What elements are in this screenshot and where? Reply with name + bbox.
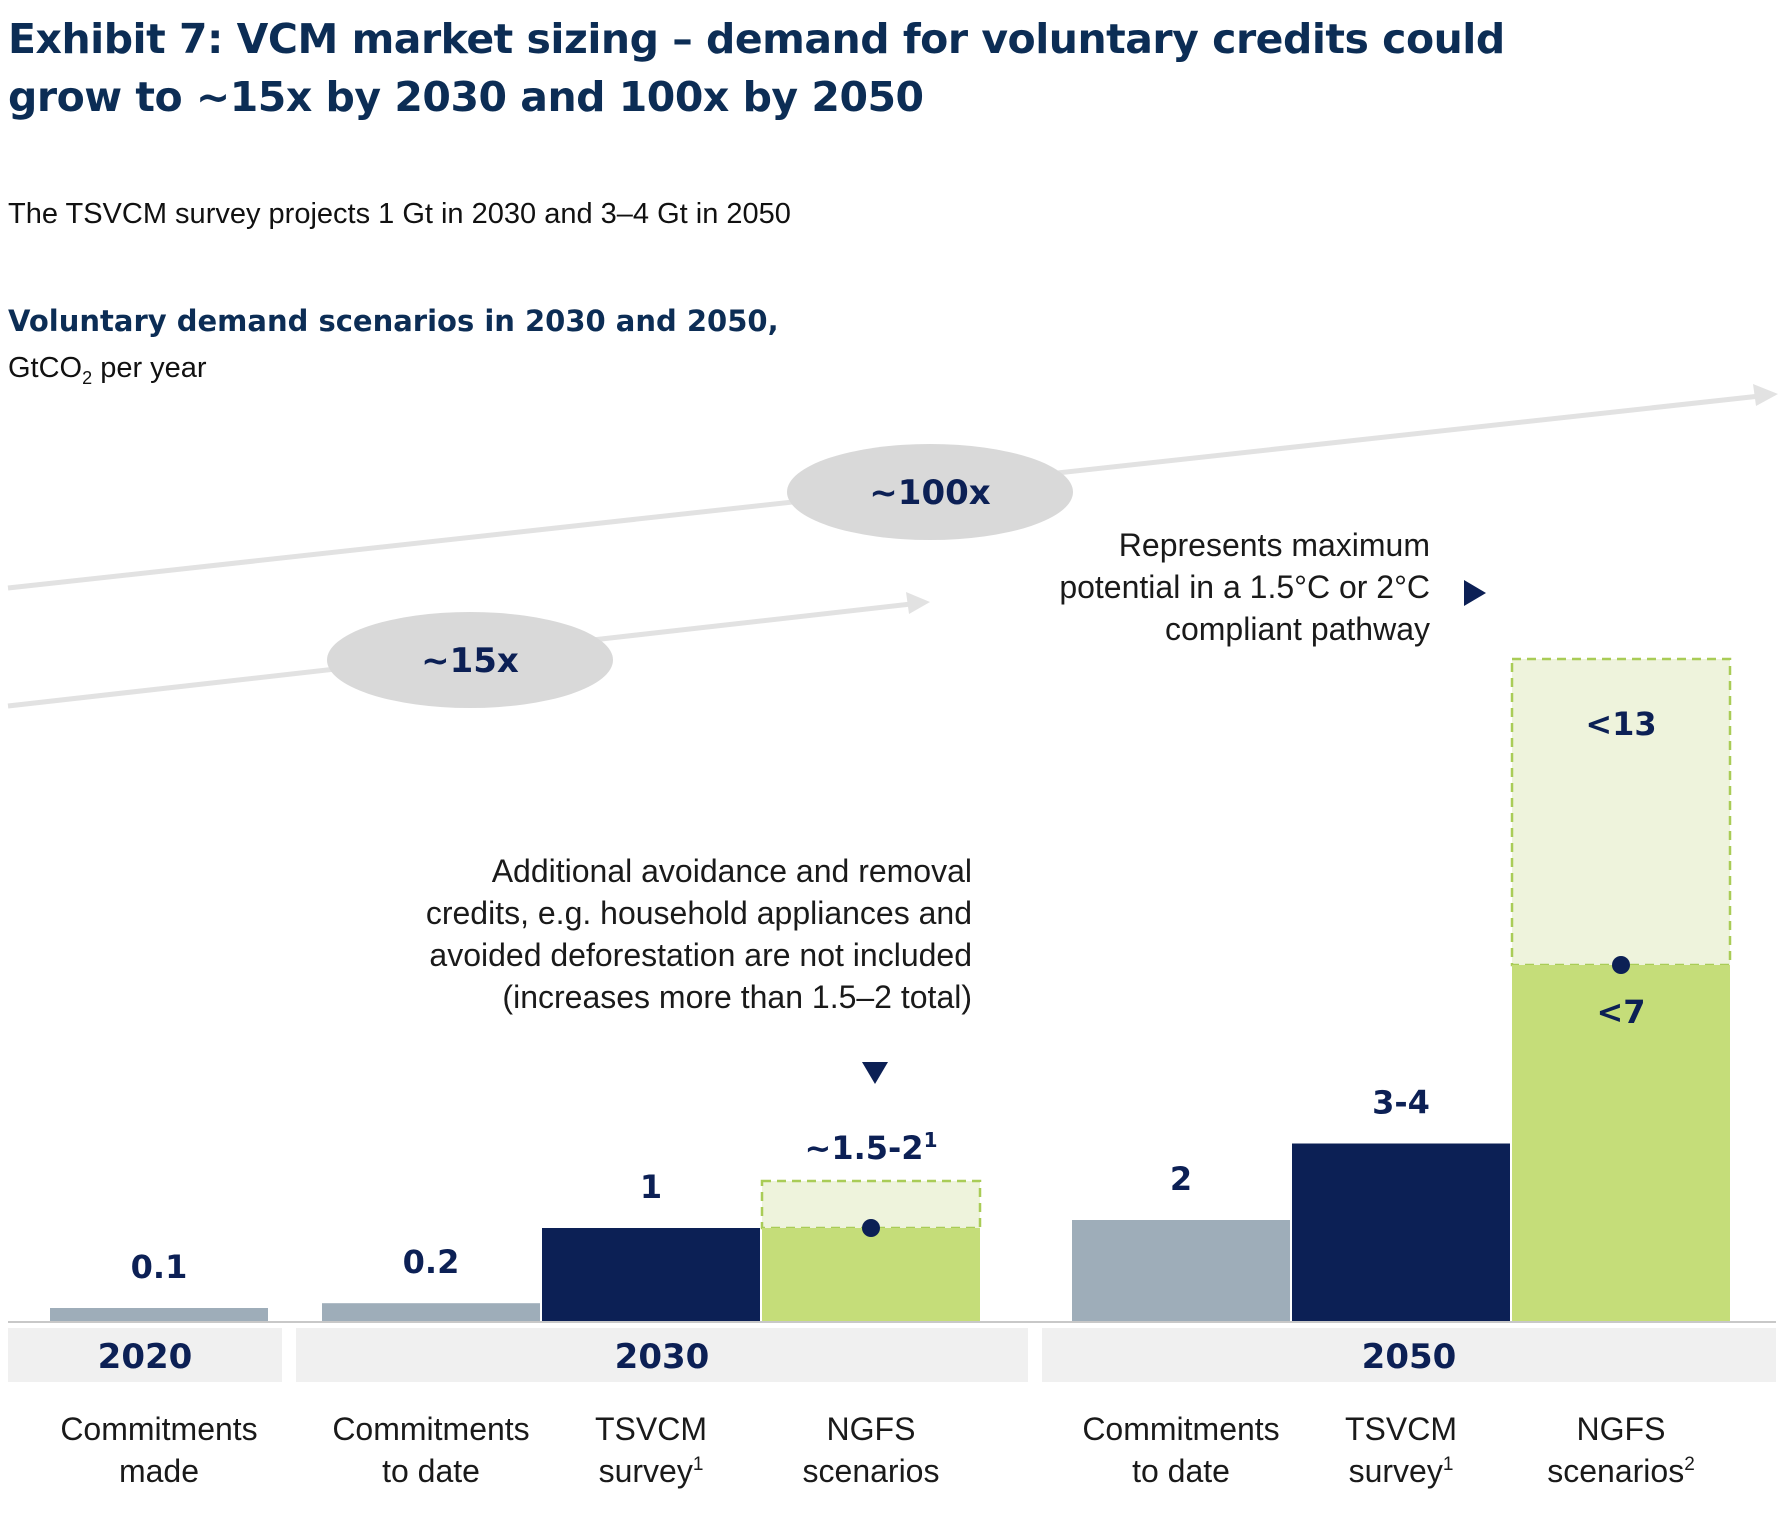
group-label: 2050 [1362,1337,1457,1377]
category-label: survey1 [599,1453,704,1489]
category-label: Commitments [332,1411,529,1447]
potential-marker [1612,956,1630,974]
multiplier-label: ~100x [869,473,990,513]
bar [1512,965,1730,1322]
category-label-sup: 1 [1443,1454,1454,1475]
unit-label: GtCO2 per year [8,352,207,389]
data-label: ~1.5-21 [805,1128,938,1167]
category-label: TSVCM [1345,1411,1457,1447]
multiplier-label: ~15x [421,641,519,681]
bar [322,1303,540,1322]
unit-prefix: GtCO [8,352,83,384]
data-label: 0.1 [131,1248,188,1286]
data-label-sup: 1 [924,1128,938,1152]
group-label: 2020 [98,1337,193,1377]
arrow-100x-head [1753,384,1778,406]
group-band [8,1328,282,1382]
annotation-avoidance-line: (increases more than 1.5–2 total) [502,979,972,1015]
category-label: to date [1132,1453,1230,1489]
bar [50,1308,268,1322]
bar [762,1228,980,1322]
category-label: TSVCM [595,1411,707,1447]
annotation-potential-line: potential in a 1.5°C or 2°C [1059,569,1430,605]
annotation-avoidance-line: avoided deforestation are not included [429,937,972,973]
unit-suffix: per year [92,352,207,384]
bar-potential-range [1510,657,1732,967]
pointer-down-icon [862,1062,888,1084]
category-label: Commitments [60,1411,257,1447]
data-label: 1 [640,1168,662,1206]
multiplier-ellipse [327,612,613,708]
category-label: scenarios [803,1453,940,1489]
chart-label: Voluntary demand scenarios in 2030 and 2… [8,304,779,338]
data-label: 3-4 [1372,1084,1430,1122]
potential-marker [862,1219,880,1237]
unit-subscript: 2 [82,367,93,388]
annotation-potential-line: Represents maximum [1119,527,1430,563]
annotation-potential-line: compliant pathway [1165,611,1430,647]
annotation-avoidance-line: Additional avoidance and removal [492,853,972,889]
bar [542,1228,760,1322]
group-band [296,1328,1028,1382]
category-label: to date [382,1453,480,1489]
category-label: NGFS [827,1411,916,1447]
category-label: Commitments [1082,1411,1279,1447]
group-label: 2030 [615,1337,710,1377]
data-label-max: <13 [1585,705,1656,743]
multiplier-ellipse [787,444,1073,540]
annotation-avoidance-line: credits, e.g. household appliances and [426,895,972,931]
category-label-sup: 2 [1684,1454,1695,1475]
category-label: scenarios2 [1547,1453,1695,1489]
category-label: survey1 [1349,1453,1454,1489]
data-label: 2 [1170,1160,1192,1198]
category-label-sup: 1 [693,1454,704,1475]
data-label: <7 [1596,993,1645,1031]
category-label: made [119,1453,199,1489]
group-band [1042,1328,1776,1382]
category-label: NGFS [1577,1411,1666,1447]
arrow-15x-head [906,592,930,614]
page-title: Exhibit 7: VCM market sizing – demand fo… [8,15,1505,121]
data-label: 0.2 [403,1243,460,1281]
bar [1072,1220,1290,1322]
bar [1292,1143,1510,1322]
subtitle: The TSVCM survey projects 1 Gt in 2030 a… [8,198,791,230]
pointer-right-icon [1464,580,1486,606]
